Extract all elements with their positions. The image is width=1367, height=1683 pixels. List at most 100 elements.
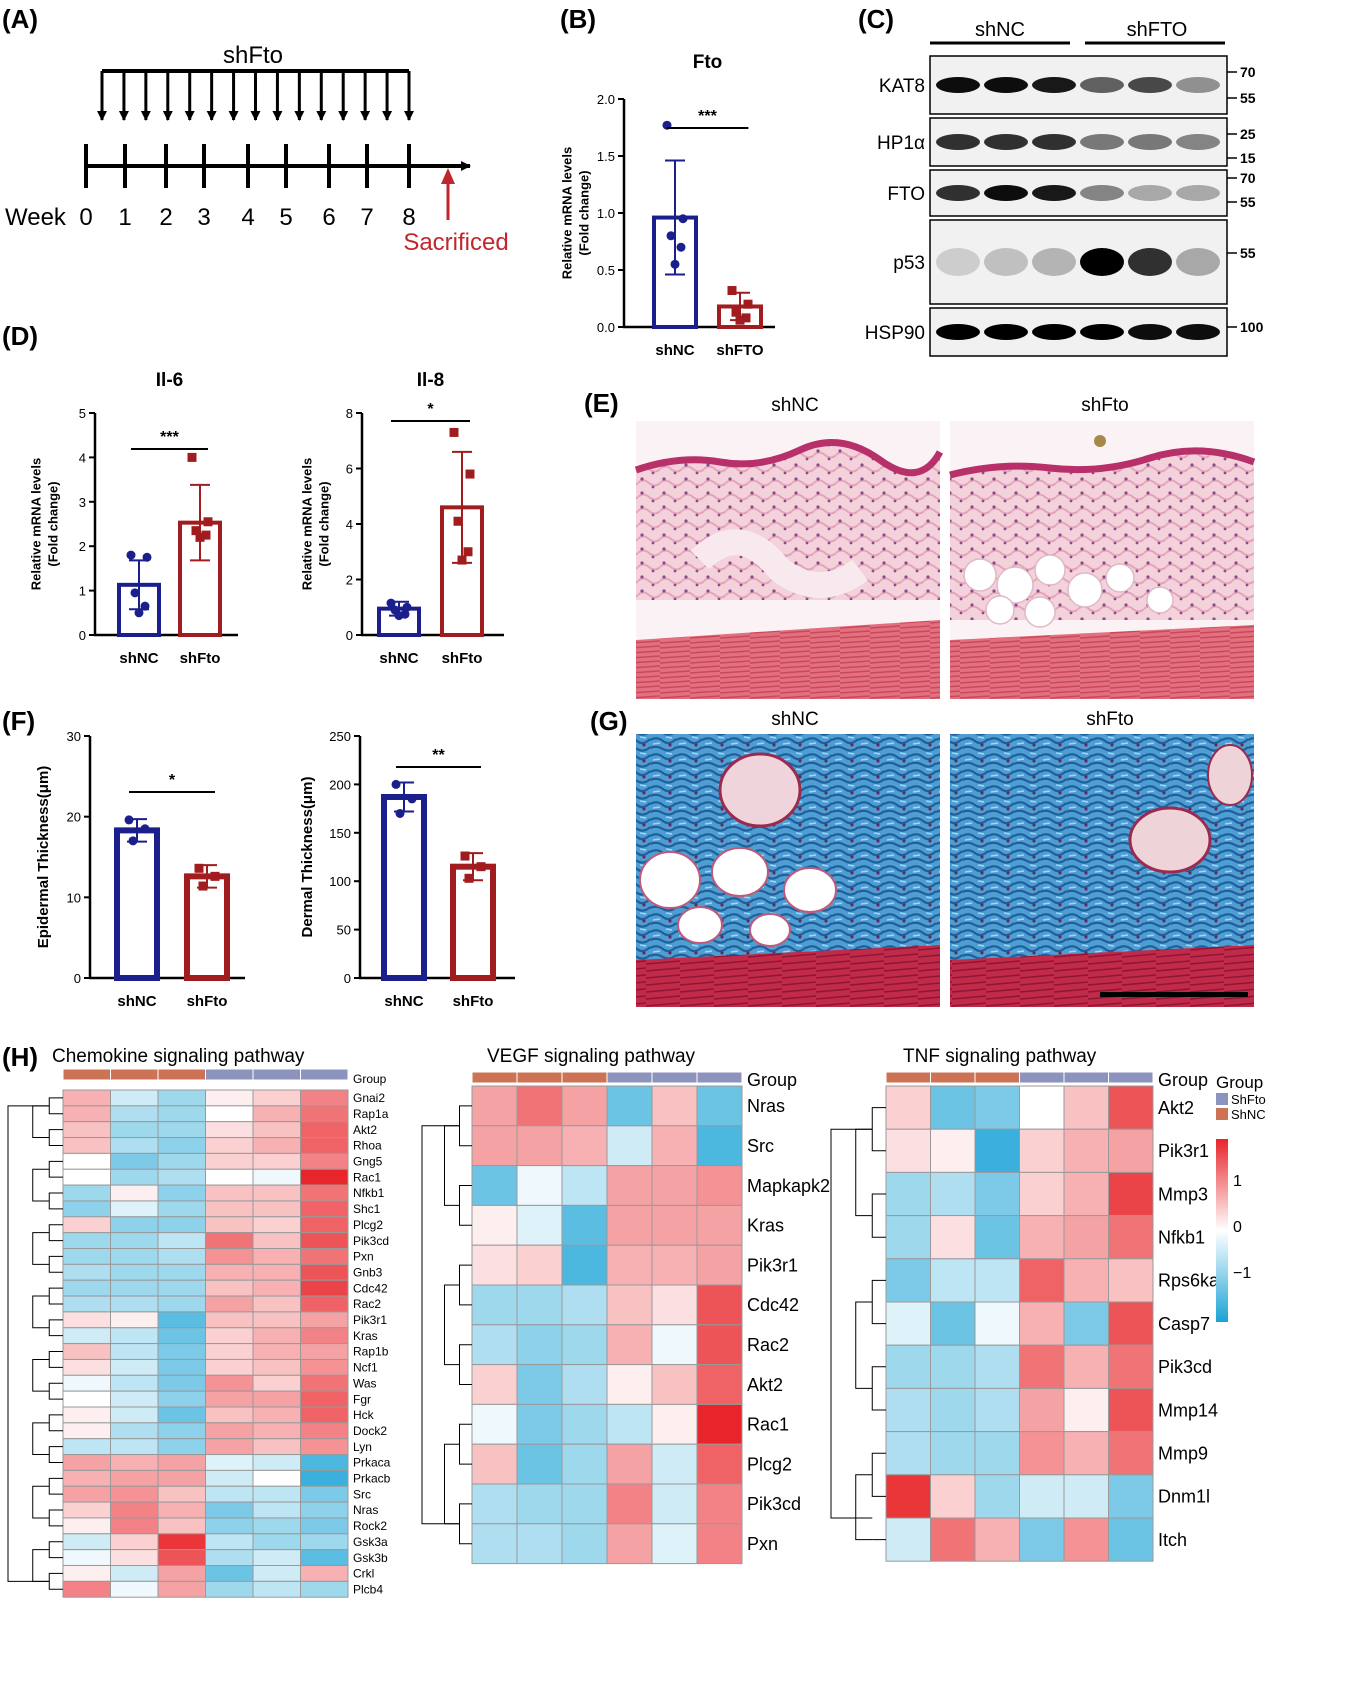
gene-label: Src — [353, 1487, 371, 1501]
heatmap-cell — [252, 1517, 301, 1535]
heatmap-cell — [300, 1358, 349, 1376]
heatmap-cell — [516, 1125, 563, 1167]
y-tick-label: 10 — [67, 890, 81, 905]
blot-band — [1176, 185, 1220, 201]
heatmap-cell — [1108, 1301, 1154, 1346]
sacrificed-label: Sacrificed — [403, 229, 508, 256]
heatmap-cell — [300, 1279, 349, 1297]
heatmap-cell — [696, 1364, 743, 1405]
category-label: shNC — [379, 650, 418, 667]
heatmap-cell — [62, 1580, 111, 1598]
heatmap-cell — [62, 1311, 111, 1329]
dendrogram-branch — [48, 1414, 63, 1432]
gene-label: Kras — [353, 1329, 378, 1343]
gene-label: Shc1 — [353, 1202, 381, 1216]
group-annotation-cell — [62, 1068, 111, 1081]
heatmap-cell — [110, 1533, 159, 1551]
dendrogram-branch — [459, 1503, 472, 1545]
chart-title: Il-6 — [156, 370, 183, 391]
gene-label: Src — [747, 1136, 774, 1156]
blot-band — [1128, 185, 1172, 201]
heatmap-cell — [561, 1483, 608, 1525]
heatmap-cell — [62, 1565, 111, 1582]
heatmap-cell — [62, 1184, 111, 1202]
heatmap-cell — [930, 1344, 976, 1389]
heatmap-cell — [157, 1295, 206, 1313]
heatmap-cell — [885, 1215, 931, 1260]
blot-band — [1176, 77, 1220, 93]
heatmap-cell — [606, 1085, 653, 1127]
y-tick-label: 20 — [67, 810, 81, 825]
heatmap-cell — [561, 1125, 608, 1167]
heatmap-cell — [252, 1327, 301, 1345]
heatmap-cell — [300, 1168, 349, 1186]
heatmap-cell — [300, 1517, 349, 1535]
heatmap-cell — [62, 1152, 111, 1170]
legend-entry-shfto: ShFto — [1231, 1092, 1266, 1107]
heatmap-cell — [205, 1485, 254, 1503]
heatmap-cell — [1019, 1301, 1065, 1346]
category-label: shNC — [119, 650, 158, 667]
heatmap-cell — [205, 1565, 254, 1582]
y-tick-label: 1.5 — [597, 149, 615, 164]
data-point — [210, 871, 220, 881]
scale-tick-minus1: −1 — [1233, 1265, 1251, 1282]
heatmap-cell — [300, 1501, 349, 1519]
heatmap-cell — [157, 1580, 206, 1598]
dendrogram-branch — [855, 1301, 873, 1389]
gene-label: Rock2 — [353, 1519, 387, 1533]
heatmap-cell — [157, 1422, 206, 1440]
heatmap-cell — [516, 1204, 563, 1246]
heatmap-cell — [885, 1474, 931, 1519]
heatmap-legend: Group ShFto ShNC 1 0 −1 — [1216, 1073, 1266, 1322]
heatmap-cell — [300, 1485, 349, 1503]
week-number: 4 — [241, 204, 254, 231]
heatmap-cell — [1108, 1171, 1154, 1217]
heatmap-cell — [561, 1284, 608, 1326]
data-point — [130, 588, 140, 598]
heatmap-cell — [1063, 1301, 1109, 1346]
heatmap-cell — [930, 1431, 976, 1476]
dendrogram-branch — [32, 1168, 50, 1202]
heatmap-cell — [110, 1485, 159, 1503]
chemokine-heatmap: Chemokine signaling pathway Group Gnai2 Rap… — [7, 1046, 391, 1598]
heatmap-cell — [651, 1284, 698, 1326]
protein-label: KAT8 — [879, 76, 925, 97]
dendrogram-branch — [48, 1097, 63, 1115]
dendrogram-branch — [871, 1366, 886, 1411]
data-point — [731, 307, 741, 317]
group-annotation-label: Group — [1158, 1070, 1208, 1090]
heatmap-cell — [300, 1565, 349, 1582]
heatmap-cell — [110, 1517, 159, 1535]
heatmap-cell — [205, 1454, 254, 1471]
gene-label: Pik3r1 — [1158, 1141, 1209, 1161]
heatmap-cell — [974, 1171, 1020, 1217]
heatmap-cell — [651, 1125, 698, 1167]
heatmap-cell — [62, 1327, 111, 1345]
heatmap-cell — [62, 1533, 111, 1551]
data-point — [140, 824, 150, 834]
group-label: shFTO — [1127, 19, 1188, 41]
heatmap-cell — [1063, 1215, 1109, 1260]
panel-label-a: (A) — [2, 4, 38, 34]
heatmap-cell — [62, 1295, 111, 1313]
marker-label: 55 — [1240, 245, 1256, 261]
y-tick-label: 6 — [346, 462, 353, 477]
heatmap-cell — [696, 1244, 743, 1286]
heatmap-cell — [561, 1403, 608, 1445]
heatmap-cell — [205, 1533, 254, 1551]
heatmap-cell — [930, 1387, 976, 1433]
heatmap-cell — [696, 1204, 743, 1246]
heatmap-cell — [300, 1216, 349, 1234]
legend-swatch-shnc — [1216, 1108, 1228, 1120]
heatmap-cell — [110, 1390, 159, 1408]
y-tick-label: 200 — [329, 777, 351, 792]
heatmap-cell — [471, 1364, 518, 1405]
heatmap-cell — [1019, 1258, 1065, 1303]
heatmap-cell — [300, 1438, 349, 1456]
chart-title: Fto — [693, 52, 723, 73]
gene-label: Mmp9 — [1158, 1444, 1208, 1464]
legend-swatch-shfto — [1216, 1093, 1228, 1105]
heatmap-cell — [516, 1244, 563, 1286]
